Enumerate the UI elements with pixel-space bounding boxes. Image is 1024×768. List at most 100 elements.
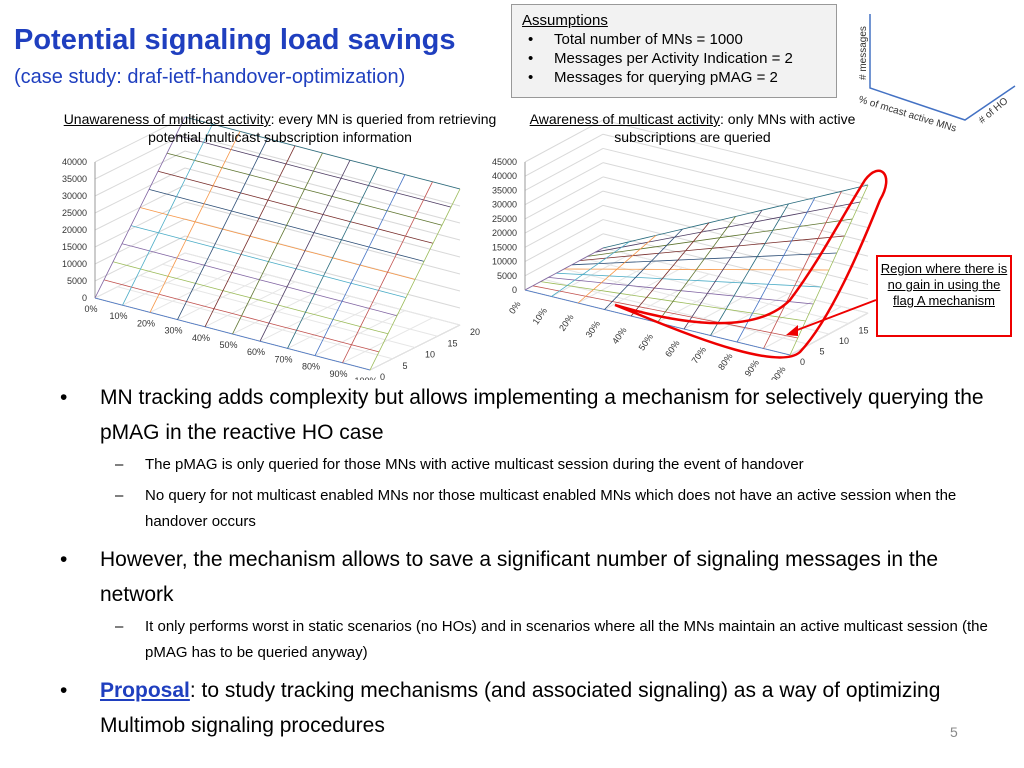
- grid-line: [524, 204, 604, 248]
- grid-line: [184, 133, 461, 207]
- grid-line: [184, 235, 461, 309]
- z-tick-label: 0: [800, 357, 805, 367]
- x-tick-label: 40%: [192, 333, 210, 343]
- z-tick-label: 5: [403, 361, 408, 371]
- grid-line: [524, 133, 604, 177]
- grid-line: [94, 201, 186, 248]
- bullet: • MN tracking adds complexity but allows …: [60, 380, 1000, 450]
- surface-line: [177, 138, 268, 320]
- y-tick-label: 20000: [492, 228, 517, 238]
- surface-line: [342, 181, 433, 363]
- y-tick-label: 30000: [492, 200, 517, 210]
- bullet-dot: •: [60, 386, 68, 409]
- y-tick-label: 0: [512, 285, 517, 295]
- surface-line: [577, 235, 657, 304]
- y-tick-label: 35000: [492, 185, 517, 195]
- surface-line: [789, 184, 869, 356]
- surface-line: [204, 145, 296, 327]
- callout-arrowhead: [786, 325, 798, 336]
- bullet-dot: •: [60, 679, 68, 702]
- surface-line: [287, 167, 378, 349]
- sub-bullet-text: No query for not multicast enabled MNs n…: [145, 487, 957, 530]
- surface-line: [710, 203, 789, 336]
- grid-line: [184, 167, 461, 241]
- y-tick-label: 10000: [492, 257, 517, 267]
- callout-arrow: [791, 299, 877, 333]
- surface-line: [657, 216, 736, 323]
- caption-link: Unawareness of multicast activity: [63, 111, 271, 127]
- y-tick-label: 40000: [492, 171, 517, 181]
- floor-line: [544, 279, 810, 345]
- surface-line: [314, 174, 406, 356]
- y-tick-label: 5000: [67, 276, 87, 286]
- surface-line: [630, 222, 710, 317]
- z-tick-label: 20: [470, 327, 480, 337]
- grid-line: [524, 119, 604, 163]
- sub-bullet-text: The pMAG is only queried for those MNs w…: [145, 456, 804, 473]
- y-tick-label: 45000: [492, 157, 517, 167]
- x-tick-label: 20%: [557, 312, 576, 332]
- grid-line: [184, 150, 461, 224]
- grid-line: [94, 235, 186, 282]
- x-tick-label: 0%: [507, 299, 523, 315]
- floor-line: [139, 275, 416, 348]
- grid-line: [184, 184, 461, 258]
- grid-line: [602, 219, 869, 286]
- axis-key-y: # messages: [858, 26, 869, 80]
- bullet: • Proposal: to study tracking mechanisms …: [60, 673, 1000, 743]
- bullet-dot: •: [60, 548, 68, 571]
- surface-line: [551, 241, 630, 297]
- x-tick-label: 50%: [219, 340, 237, 350]
- axes-key-lines: [869, 14, 1016, 121]
- charts: # messages % of mcast active MNs # of HO…: [62, 14, 1016, 380]
- grid-line: [184, 201, 461, 275]
- sub-dash: –: [115, 618, 124, 635]
- subtitle: (case study: draf-ietf-handover-optimiza…: [14, 66, 406, 88]
- x-tick-label: 50%: [637, 332, 656, 352]
- x-tick-label: 80%: [716, 351, 735, 371]
- surface-line: [149, 131, 241, 313]
- y-tick-label: 5000: [497, 271, 517, 281]
- y-tick-label: 15000: [62, 242, 87, 252]
- x-tick-label: 80%: [302, 362, 320, 372]
- x-tick-label: 100%: [766, 364, 787, 380]
- no-gain-outline: [614, 169, 888, 359]
- proposal-link[interactable]: Proposal: [100, 679, 190, 702]
- grid-line: [602, 204, 869, 271]
- x-tick-label: 60%: [663, 338, 682, 358]
- x-tick-label: 10%: [531, 306, 550, 326]
- bullet-text: However, the mechanism allows to save a …: [100, 548, 939, 606]
- z-tick-label: 15: [448, 338, 458, 348]
- surface-line: [259, 160, 351, 342]
- x-tick-label: 30%: [164, 326, 182, 336]
- surface-line: [736, 197, 816, 343]
- surface-line: [683, 209, 763, 330]
- grid-line: [602, 176, 869, 243]
- z-tick-label: 10: [839, 336, 849, 346]
- surface-line: [524, 247, 604, 291]
- bullet-text: : to study tracking mechanisms (and asso…: [100, 679, 941, 737]
- y-tick-label: 40000: [62, 157, 87, 167]
- title: Potential signaling load savings: [14, 24, 456, 56]
- assumption: Total number of MNs = 1000: [522, 30, 826, 49]
- sub-bullet: – No query for not multicast enabled MNs …: [115, 483, 1005, 535]
- grid-line: [602, 233, 869, 300]
- page-number: 5: [950, 724, 958, 740]
- sub-dash: –: [115, 487, 124, 504]
- axes-key: # messages % of mcast active MNs # of HO: [857, 14, 1016, 135]
- assumption: Messages per Activity Indication = 2: [522, 49, 826, 68]
- grid-line: [94, 167, 186, 214]
- y-tick-label: 0: [82, 293, 87, 303]
- grid-line: [94, 150, 186, 197]
- grid-line: [524, 233, 604, 277]
- floor-line: [117, 286, 393, 360]
- grid-line: [602, 133, 869, 200]
- surface-line: [763, 191, 842, 349]
- grid-line: [524, 219, 604, 262]
- x-tick-label: 20%: [137, 318, 155, 328]
- floor-line: [602, 247, 869, 314]
- grid-line: [524, 148, 604, 191]
- chart-caption: Unawareness of multicast activity: every…: [60, 110, 500, 146]
- x-tick-label: 10%: [109, 311, 127, 321]
